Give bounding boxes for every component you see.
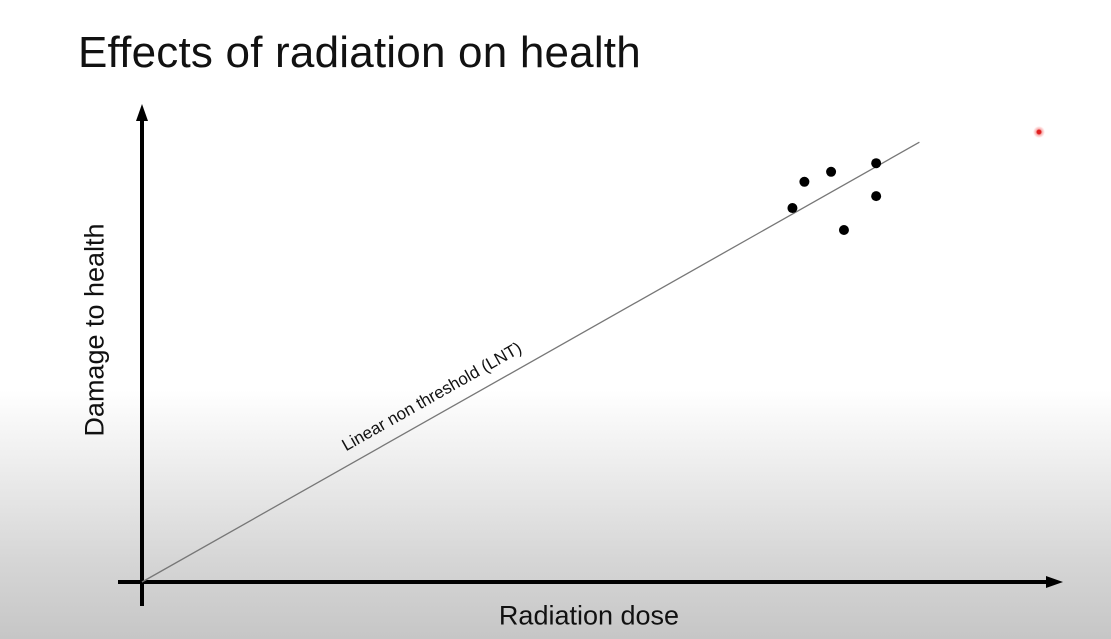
y-axis-label: Damage to health	[79, 223, 110, 437]
x-axis-label: Radiation dose	[498, 600, 680, 631]
data-point	[787, 203, 798, 214]
axes	[118, 104, 1063, 606]
data-point	[799, 176, 810, 187]
data-point	[826, 166, 837, 177]
laser-pointer-icon	[1033, 126, 1045, 138]
slide-title: Effects of radiation on health	[78, 28, 641, 77]
data-point	[871, 191, 882, 202]
lnt-line-group	[141, 141, 920, 583]
data-point	[838, 224, 849, 235]
lnt-line	[141, 141, 920, 583]
data-point	[871, 158, 882, 169]
y-axis-arrow-icon	[136, 104, 148, 121]
x-axis-arrow-icon	[1046, 576, 1063, 588]
data-points	[787, 158, 882, 235]
